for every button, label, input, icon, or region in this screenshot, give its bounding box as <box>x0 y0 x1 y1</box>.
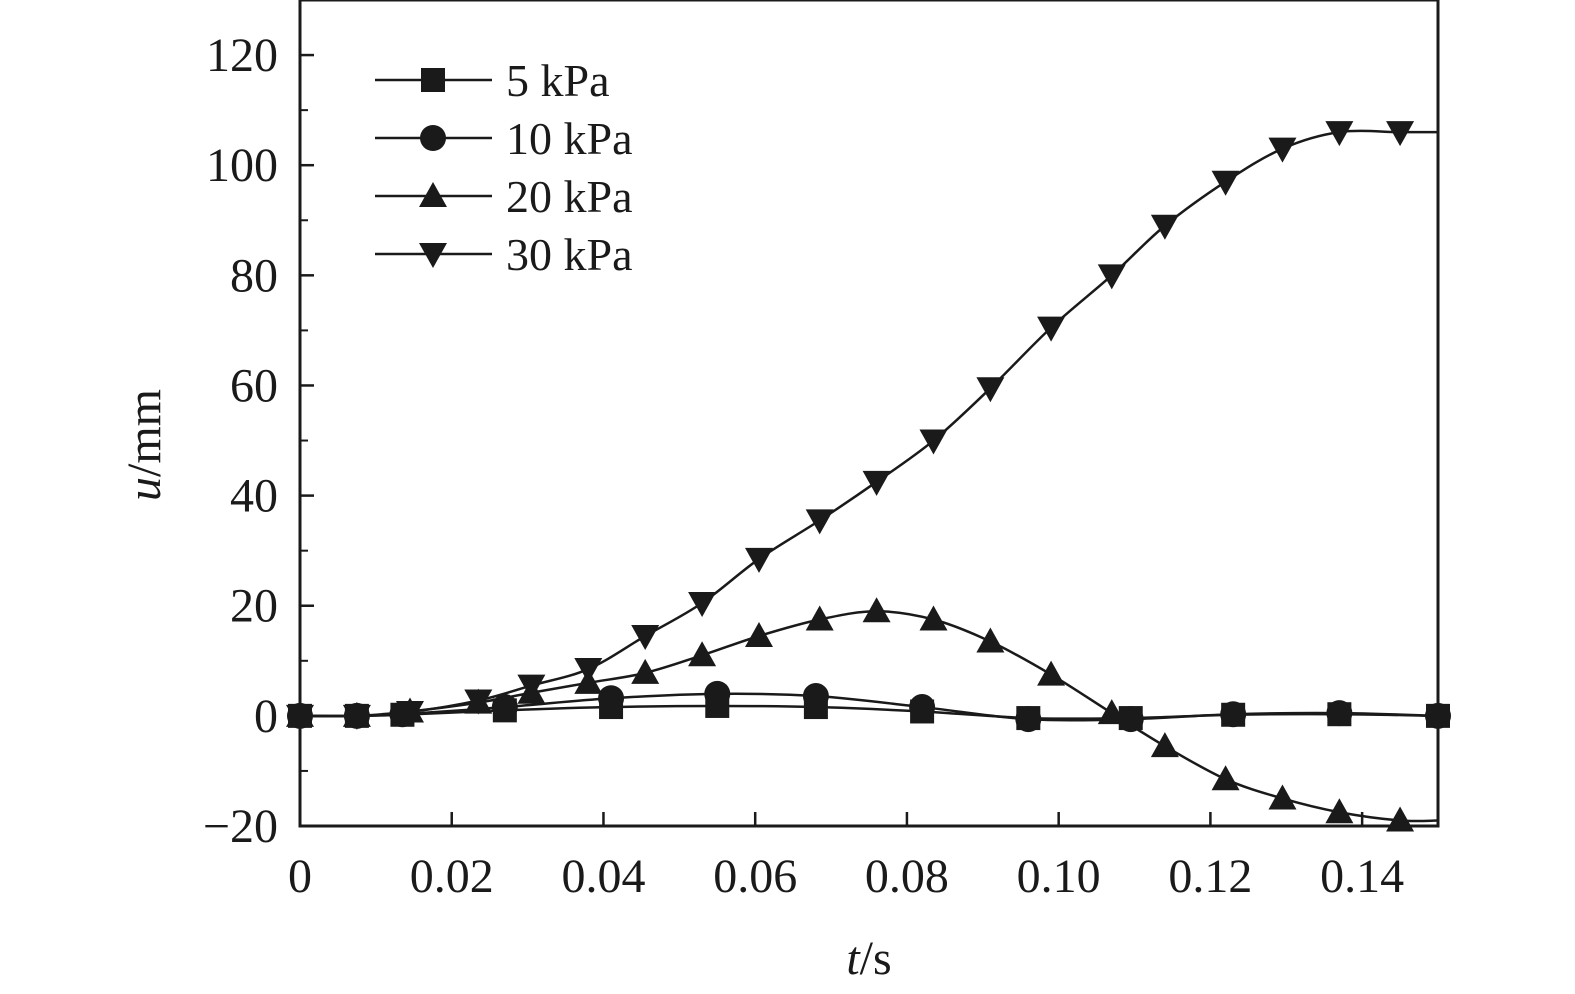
series-3-point-18 <box>1325 121 1354 147</box>
series-1-point-7 <box>909 694 936 721</box>
series-3-point-5 <box>574 658 603 684</box>
series-1-point-6 <box>802 683 829 710</box>
series-2-point-17 <box>1268 784 1297 810</box>
series-1-point-8 <box>1015 706 1042 733</box>
series-2-point-8 <box>744 622 773 648</box>
x-tick-label-5: 0.10 <box>1017 850 1101 903</box>
legend-item-0: 5 kPa <box>375 55 610 106</box>
x-axis-label-unit: /s <box>860 932 892 985</box>
series-layer <box>286 121 1451 832</box>
series-3-point-1 <box>342 704 371 730</box>
legend-item-1: 10 kPa <box>375 113 633 164</box>
legend-item-2: 20 kPa <box>375 171 633 222</box>
series-2-point-7 <box>688 641 717 667</box>
series-3-point-19 <box>1386 121 1415 147</box>
y-tick-label-0: −20 <box>203 800 278 853</box>
y-tick-label-2: 20 <box>230 580 278 633</box>
series-3-point-11 <box>919 429 948 455</box>
y-axis-label-unit: /mm <box>118 389 171 477</box>
series-2 <box>286 597 1439 832</box>
series-3-point-7 <box>688 591 717 617</box>
series-1-point-10 <box>1220 701 1247 728</box>
series-3-point-17 <box>1268 137 1297 163</box>
legend-marker-0 <box>421 68 445 92</box>
series-2-point-16 <box>1211 765 1240 791</box>
series-1-point-9 <box>1117 706 1144 733</box>
legend-label-2: 20 kPa <box>506 171 633 222</box>
y-tick-label-5: 80 <box>230 249 278 302</box>
legend-marker-1 <box>420 125 446 151</box>
x-axis-label: t/s <box>846 932 891 985</box>
legend-marker-2 <box>419 182 447 207</box>
plot-frame <box>298 0 1440 828</box>
x-tick-label-1: 0.02 <box>410 850 494 903</box>
x-tick-label-3: 0.06 <box>713 850 797 903</box>
legend-label-3: 30 kPa <box>506 229 633 280</box>
y-tick-label-6: 100 <box>206 139 278 192</box>
legend-marker-3 <box>419 243 447 268</box>
series-2-point-10 <box>862 597 891 623</box>
x-axis-label-var: t <box>846 932 861 985</box>
series-2-point-12 <box>976 627 1005 653</box>
x-tick-label-4: 0.08 <box>865 850 949 903</box>
series-1-point-11 <box>1326 700 1353 727</box>
series-2-point-18 <box>1325 798 1354 824</box>
legend-label-1: 10 kPa <box>506 113 633 164</box>
series-3-point-10 <box>862 470 891 496</box>
series-3-point-14 <box>1097 264 1126 290</box>
legend-label-0: 5 kPa <box>506 55 610 106</box>
series-3-point-16 <box>1211 170 1240 196</box>
series-2-point-11 <box>919 605 948 631</box>
y-tick-label-3: 40 <box>230 470 278 523</box>
series-3-point-6 <box>631 625 660 651</box>
series-3-point-2 <box>396 701 425 727</box>
y-tick-label-1: 0 <box>254 690 278 743</box>
y-axis-label-var: u <box>118 477 171 501</box>
legend: 5 kPa 10 kPa 20 kPa 30 kPa <box>375 55 633 280</box>
series-3-point-13 <box>1037 316 1066 342</box>
series-3-point-8 <box>744 547 773 573</box>
x-tick-label-6: 0.12 <box>1168 850 1252 903</box>
series-3-point-15 <box>1150 214 1179 240</box>
series-1-point-3 <box>491 694 518 721</box>
series-3 <box>286 121 1438 730</box>
y-tick-label-7: 120 <box>206 29 278 82</box>
legend-item-3: 30 kPa <box>375 229 633 280</box>
series-2-point-6 <box>631 658 660 684</box>
y-axis-label: u/mm <box>118 389 171 501</box>
y-tick-label-4: 60 <box>230 359 278 412</box>
series-1-point-5 <box>704 680 731 707</box>
x-tick-label-0: 0 <box>288 850 312 903</box>
series-1-point-4 <box>598 685 625 712</box>
tick-labels-layer: 0 0.02 0.04 0.06 0.08 0.10 0.12 0.14−2002040608… <box>203 29 1404 903</box>
series-3-point-9 <box>805 509 834 535</box>
series-2-point-14 <box>1097 699 1126 725</box>
ticks-layer <box>298 53 1364 828</box>
series-2-point-13 <box>1037 660 1066 686</box>
series-3-point-3 <box>464 689 493 715</box>
series-3-point-4 <box>517 674 546 700</box>
series-2-point-15 <box>1150 732 1179 758</box>
series-2-point-9 <box>805 605 834 631</box>
x-tick-label-7: 0.14 <box>1320 850 1404 903</box>
x-tick-label-2: 0.04 <box>561 850 645 903</box>
series-3-point-12 <box>976 377 1005 403</box>
